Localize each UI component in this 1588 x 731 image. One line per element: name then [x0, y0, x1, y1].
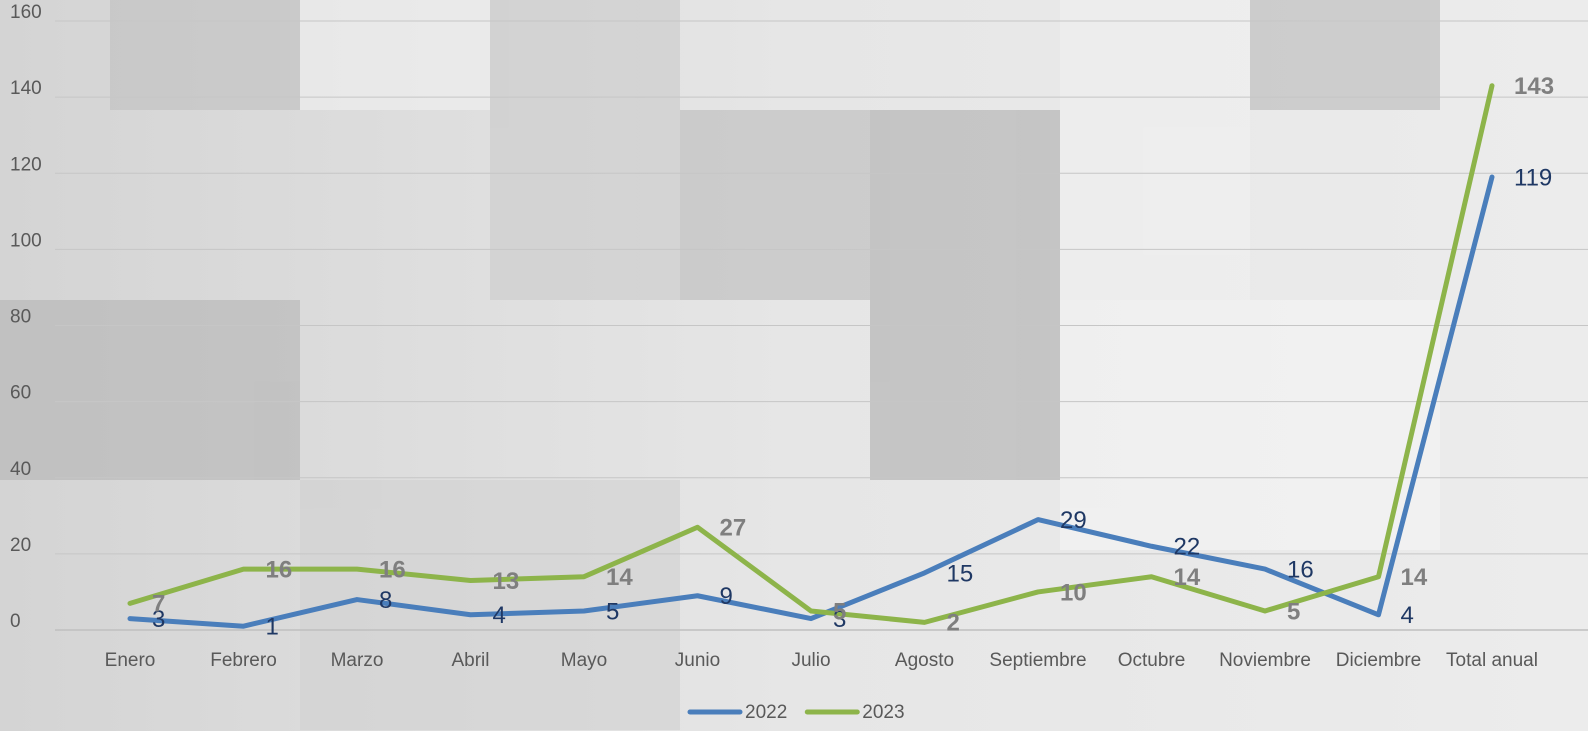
x-tick-label: Noviembre — [1219, 650, 1311, 671]
data-label: 5 — [606, 598, 619, 625]
x-tick-label: Abril — [451, 650, 489, 671]
x-tick-label: Agosto — [895, 650, 954, 671]
y-tick-label: 0 — [10, 611, 21, 632]
x-tick-label: Junio — [675, 650, 720, 671]
data-label: 14 — [1174, 564, 1201, 591]
series-line — [127, 83, 1495, 625]
x-tick-label: Marzo — [331, 650, 384, 671]
data-label: 3 — [833, 606, 846, 633]
data-label: 29 — [1060, 507, 1087, 534]
data-label: 10 — [1060, 579, 1087, 606]
y-tick-label: 80 — [10, 307, 31, 328]
data-label: 5 — [1287, 598, 1300, 625]
x-tick-label: Total anual — [1446, 650, 1538, 671]
data-label: 119 — [1514, 164, 1552, 191]
data-label: 16 — [379, 556, 406, 583]
legend-label: 2022 — [745, 702, 787, 723]
data-label: 4 — [1401, 602, 1414, 629]
data-label: 4 — [493, 602, 506, 629]
x-tick-label: Septiembre — [989, 650, 1086, 671]
data-label: 13 — [493, 568, 520, 595]
data-label: 7 — [152, 591, 165, 618]
y-tick-label: 140 — [10, 78, 42, 99]
data-label: 22 — [1174, 534, 1201, 561]
data-label: 16 — [266, 556, 293, 583]
data-label: 16 — [1287, 556, 1314, 583]
data-label: 143 — [1514, 73, 1554, 100]
x-tick-label: Julio — [791, 650, 830, 671]
x-tick-label: Mayo — [561, 650, 607, 671]
y-tick-label: 60 — [10, 383, 31, 404]
data-label: 14 — [606, 564, 633, 591]
background-photo — [0, 0, 1440, 730]
data-label: 27 — [720, 515, 747, 542]
data-label: 3 — [152, 606, 165, 633]
y-tick-label: 120 — [10, 154, 42, 175]
x-tick-label: Enero — [105, 650, 156, 671]
x-tick-label: Octubre — [1118, 650, 1186, 671]
series-line — [127, 174, 1495, 629]
data-label: 5 — [833, 598, 846, 625]
data-label: 2 — [947, 610, 960, 637]
y-tick-label: 160 — [10, 2, 42, 23]
y-tick-label: 40 — [10, 459, 31, 480]
data-label: 1 — [266, 614, 279, 641]
x-tick-label: Febrero — [210, 650, 277, 671]
legend-label: 2023 — [862, 702, 904, 723]
data-label: 14 — [1401, 564, 1428, 591]
data-label: 8 — [379, 587, 392, 614]
data-label: 15 — [947, 560, 974, 587]
x-tick-label: Diciembre — [1336, 650, 1422, 671]
y-tick-label: 100 — [10, 230, 42, 251]
y-tick-label: 20 — [10, 535, 31, 556]
data-label: 9 — [720, 583, 733, 610]
